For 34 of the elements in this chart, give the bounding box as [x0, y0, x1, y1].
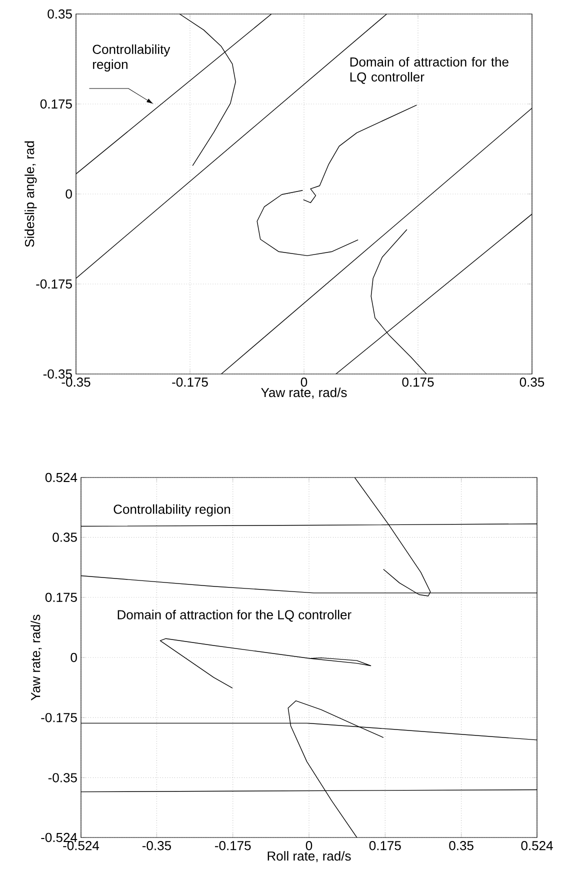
x-tick-label: 0.524: [521, 841, 553, 850]
y-tick-label: -0.35: [48, 773, 77, 782]
x-axis-title: Roll rate, rad/s: [268, 851, 351, 862]
y-tick-label: 0.175: [40, 99, 72, 109]
line-series: [160, 638, 372, 688]
x-tick-label: -0.524: [63, 841, 100, 850]
x-tick-label: 0.35: [520, 378, 544, 387]
x-tick-label: 0: [306, 841, 312, 850]
x-tick-label: 0.175: [369, 841, 401, 850]
y-tick-label: 0.35: [52, 532, 77, 542]
line-series: [303, 104, 418, 204]
y-axis-title: Yaw rate, rad/s: [30, 614, 42, 700]
annotation: Domain of attraction for the LQ controller: [118, 610, 352, 622]
x-tick-label: 0.175: [402, 378, 434, 387]
x-tick-label: 0.35: [449, 841, 474, 850]
y-tick-label: 0: [70, 652, 77, 662]
y-axis-title: Sideslip angle, rad: [24, 141, 37, 247]
line-series: [256, 190, 358, 256]
x-tick-label: 0: [300, 378, 308, 387]
y-tick-label: -0.175: [36, 279, 72, 289]
y-tick-label: 0.524: [45, 472, 78, 482]
x-tick-label: -0.175: [215, 841, 251, 850]
annotation: Domain of attraction for the LQ controller: [350, 57, 508, 84]
y-tick-label: 0: [66, 189, 72, 199]
y-tick-label: 0.35: [48, 9, 72, 19]
y-tick-label: -0.524: [41, 832, 78, 842]
x-tick-label: -0.35: [142, 841, 171, 850]
y-tick-label: -0.35: [43, 369, 72, 379]
annotation: Controllability region: [92, 44, 170, 72]
x-axis-title: Yaw rate, rad/s: [261, 388, 347, 399]
y-tick-label: 0.175: [45, 592, 77, 602]
x-tick-label: -0.175: [172, 378, 208, 387]
annotation: Controllability region: [114, 504, 230, 516]
y-tick-label: -0.175: [41, 713, 77, 722]
